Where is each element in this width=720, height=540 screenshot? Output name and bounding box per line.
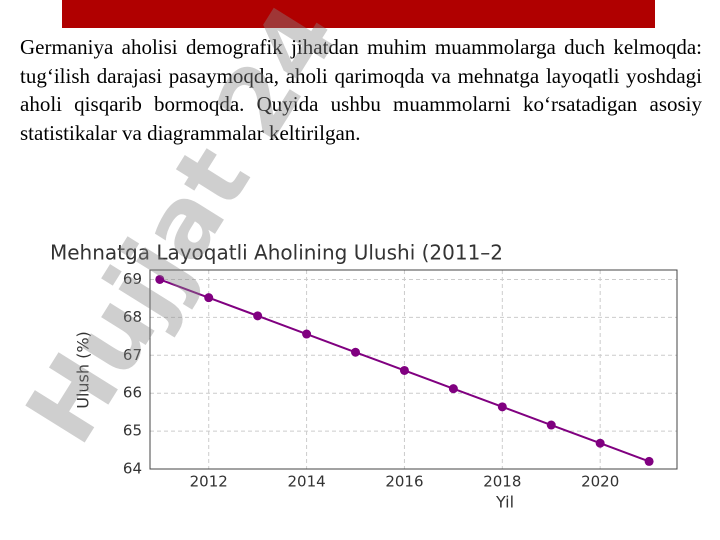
data-point	[497, 402, 507, 412]
data-point	[204, 293, 214, 303]
x-tick-label: 2018	[483, 473, 521, 491]
y-tick-label: 65	[123, 422, 142, 440]
data-point	[595, 438, 605, 448]
plot-frame	[149, 269, 678, 470]
y-tick-label: 67	[123, 346, 142, 364]
data-point	[546, 420, 556, 430]
y-axis-label: Ulush (%)	[74, 331, 93, 409]
x-tick-label: 2016	[385, 473, 423, 491]
data-point	[253, 311, 263, 321]
data-point	[302, 329, 312, 339]
y-tick-label: 64	[123, 460, 142, 478]
header-bar	[62, 0, 655, 28]
x-tick-label: 2012	[190, 473, 228, 491]
data-point	[351, 347, 361, 357]
data-point	[155, 274, 165, 284]
data-point	[644, 456, 654, 466]
chart-title: Mehnatga Layoqatli Aholining Ulushi (201…	[50, 241, 503, 265]
x-tick-label: 2014	[287, 473, 325, 491]
data-point	[448, 384, 458, 394]
y-tick-label: 66	[123, 384, 142, 402]
x-axis-label: Yil	[495, 493, 514, 512]
y-tick-label: 68	[123, 308, 142, 326]
data-point	[399, 365, 409, 375]
x-tick-label: 2020	[581, 473, 619, 491]
paragraph: Germaniya aholisi demografik jihatdan mu…	[20, 35, 702, 145]
y-tick-label: 69	[123, 270, 142, 288]
